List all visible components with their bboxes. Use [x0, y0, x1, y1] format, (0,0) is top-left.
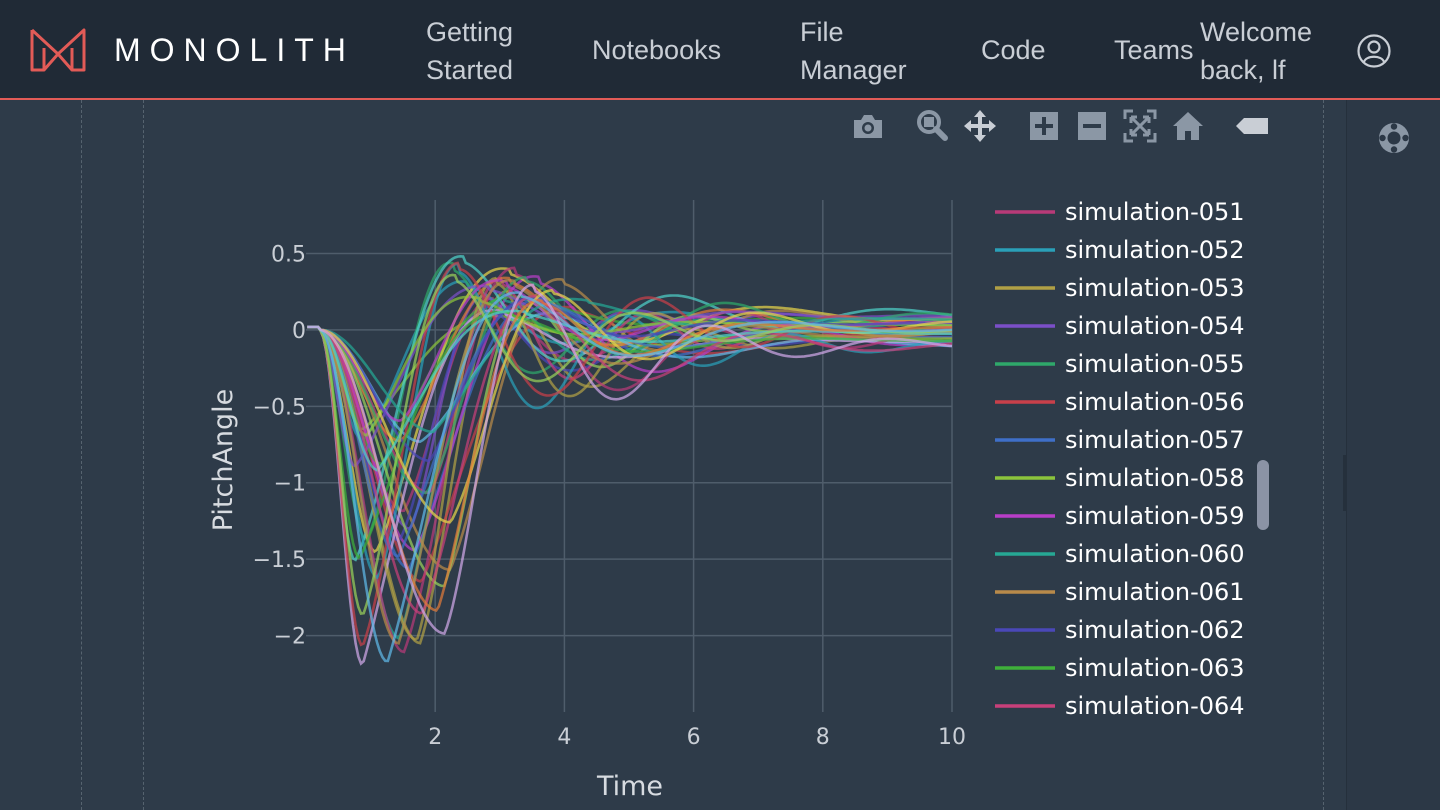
- monolith-logo-icon[interactable]: [28, 24, 88, 74]
- series-line[interactable]: [307, 261, 953, 647]
- brand-name[interactable]: MONOLITH: [114, 32, 355, 68]
- legend-item[interactable]: simulation-057: [1065, 426, 1245, 454]
- legend-item[interactable]: simulation-059: [1065, 502, 1245, 530]
- panel-resize-handle[interactable]: [1343, 455, 1346, 511]
- y-tick-label: −1.5: [253, 548, 306, 573]
- nav-code[interactable]: Code: [981, 35, 1046, 65]
- legend-item[interactable]: simulation-051: [1065, 198, 1245, 226]
- nav-label-line1: File: [800, 17, 844, 47]
- welcome-line1: Welcome: [1200, 17, 1313, 47]
- zoom-out-icon[interactable]: [1074, 108, 1110, 144]
- nav-teams[interactable]: Teams: [1114, 35, 1194, 65]
- camera-icon[interactable]: [850, 108, 886, 144]
- series-line[interactable]: [307, 310, 952, 560]
- legend-item[interactable]: simulation-053: [1065, 274, 1245, 302]
- series-line[interactable]: [307, 309, 952, 472]
- x-tick-label: 2: [428, 725, 442, 750]
- welcome-line2: back, lf: [1200, 55, 1286, 85]
- y-tick-label: 0: [292, 319, 306, 344]
- user-circle-icon[interactable]: [1356, 33, 1392, 69]
- series-line[interactable]: [307, 291, 953, 663]
- y-tick-label: −1: [274, 472, 306, 497]
- column-divider: [81, 100, 82, 810]
- column-divider: [1323, 100, 1324, 810]
- series-line[interactable]: [307, 278, 953, 645]
- home-icon[interactable]: [1170, 108, 1206, 144]
- series-line[interactable]: [307, 294, 953, 615]
- x-axis-title: Time: [596, 771, 663, 802]
- column-divider: [143, 100, 144, 810]
- nav-label-line1: Getting: [426, 17, 514, 47]
- legend-item[interactable]: simulation-063: [1065, 654, 1245, 682]
- nav-getting-started[interactable]: Getting Started: [426, 13, 513, 89]
- right-side-panel: [1346, 100, 1440, 810]
- nav-label-line2: Manager: [800, 55, 907, 85]
- y-axis-title: PitchAngle: [208, 389, 239, 532]
- x-tick-label: 4: [557, 725, 571, 750]
- series-line[interactable]: [307, 296, 952, 463]
- welcome-message: Welcome back, lf: [1200, 13, 1340, 89]
- y-tick-label: −0.5: [253, 395, 306, 420]
- series-line[interactable]: [307, 283, 953, 636]
- zoom-in-icon[interactable]: [1026, 108, 1062, 144]
- pan-icon[interactable]: [962, 108, 998, 144]
- legend-item[interactable]: simulation-061: [1065, 578, 1245, 606]
- legend-item[interactable]: simulation-062: [1065, 616, 1245, 644]
- legend-item[interactable]: simulation-052: [1065, 236, 1245, 264]
- main-content: [0, 100, 1346, 810]
- spike-lines-icon[interactable]: [1234, 108, 1270, 144]
- lifebuoy-icon[interactable]: [1376, 120, 1412, 156]
- legend-item[interactable]: simulation-060: [1065, 540, 1245, 568]
- y-tick-label: −2: [274, 625, 306, 650]
- legend-item[interactable]: simulation-064: [1065, 692, 1245, 720]
- legend-scrollbar[interactable]: [1257, 460, 1269, 530]
- autoscale-icon[interactable]: [1122, 108, 1158, 144]
- legend-item[interactable]: simulation-058: [1065, 464, 1245, 492]
- x-tick-label: 10: [938, 725, 966, 750]
- nav-notebooks[interactable]: Notebooks: [592, 35, 722, 65]
- pitch-angle-chart: 2 4 6 8 10 0.5 0 −0.5 −1 −1.5 −2 Time PitchAngle simu…: [208, 198, 1245, 802]
- legend-item[interactable]: simulation-055: [1065, 350, 1245, 378]
- y-tick-label: 0.5: [271, 242, 306, 267]
- series-line[interactable]: [307, 254, 953, 562]
- legend-item[interactable]: simulation-054: [1065, 312, 1245, 340]
- nav-file-manager[interactable]: File Manager: [800, 13, 907, 89]
- x-tick-label: 6: [687, 725, 701, 750]
- legend-item[interactable]: simulation-056: [1065, 388, 1245, 416]
- series-group: [307, 254, 953, 666]
- nav-label-line2: Started: [426, 55, 514, 85]
- top-nav-bar: MONOLITH Getting Started Notebooks File …: [0, 0, 1440, 100]
- zoom-icon[interactable]: [913, 108, 949, 144]
- x-tick-label: 8: [816, 725, 830, 750]
